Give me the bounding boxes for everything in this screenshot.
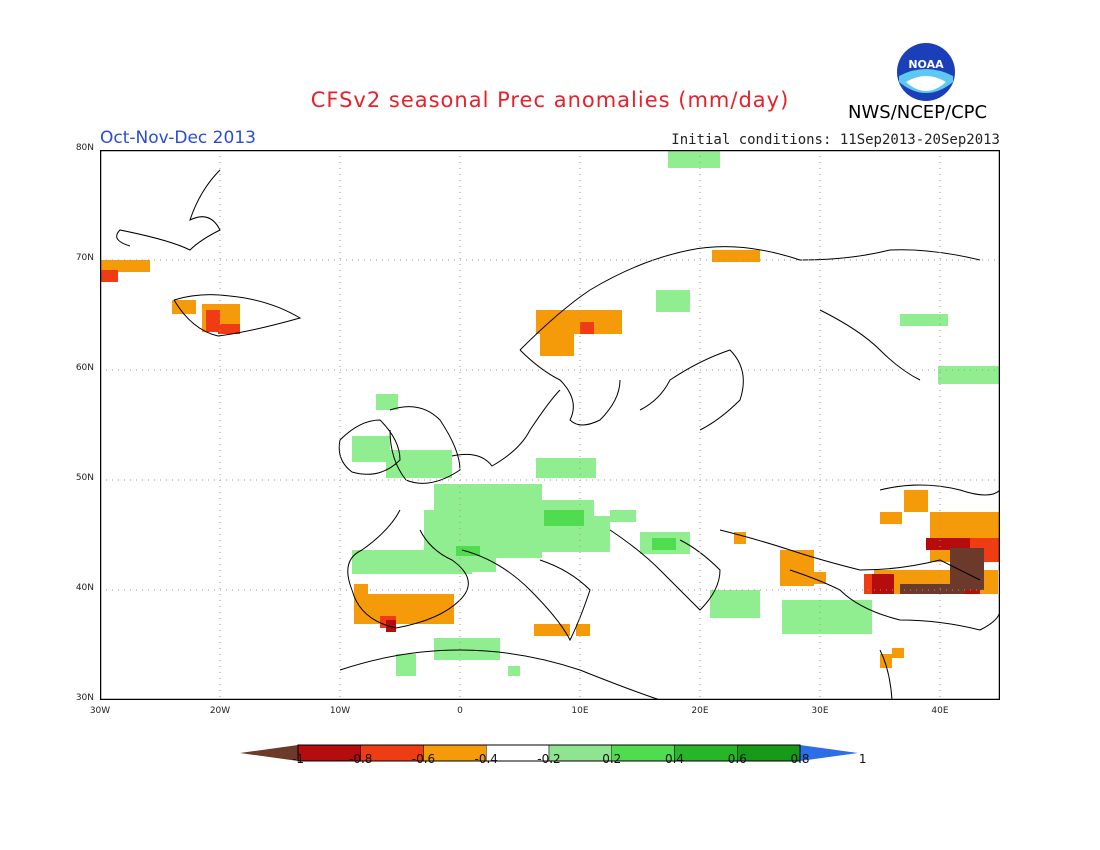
lat-label: 30N [75,693,94,703]
lat-label: 40N [75,583,94,593]
lat-label: 70N [75,253,94,263]
initial-conditions-label: Initial conditions: 11Sep2013-20Sep2013 [671,132,1000,148]
grid-lines [100,150,1000,700]
anomaly-patches [100,150,1000,676]
chart-title: CFSv2 seasonal Prec anomalies (mm/day) [310,88,790,112]
colorbar-label: -0.6 [411,752,436,766]
lon-label: 0 [457,706,463,716]
agency-label: NWS/NCEP/CPC [848,102,988,123]
lon-label: 30W [89,706,111,716]
lon-label: 30E [811,706,829,716]
lon-label: 10E [571,706,589,716]
colorbar-label: 0.2 [602,752,622,766]
lat-label: 60N [75,363,94,373]
colorbar [240,744,858,762]
anomaly-map [100,150,1000,700]
noaa-logo: NOAA [897,43,955,101]
lat-label: 80N [75,143,94,153]
coastlines [116,169,1000,700]
colorbar-high-arrow [800,745,858,761]
colorbar-label: 0.8 [790,752,810,766]
colorbar-low-arrow [240,745,298,761]
map-frame [100,150,1000,700]
colorbar-label: 0.6 [727,752,747,766]
lon-label: 40E [931,706,949,716]
lat-label: 50N [75,473,94,483]
colorbar-label: -0.4 [474,752,498,766]
colorbar-label: -0.2 [537,752,561,766]
colorbar-label: 0.4 [664,752,685,766]
colorbar-label: 1 [858,752,867,766]
logo-text: NOAA [908,58,944,71]
colorbar-label: -0.8 [349,752,373,766]
colorbar-label: -1 [292,752,304,766]
season-label: Oct-Nov-Dec 2013 [100,128,256,148]
lon-label: 20E [691,706,709,716]
lon-label: 20W [209,706,231,716]
lon-label: 10W [329,706,351,716]
